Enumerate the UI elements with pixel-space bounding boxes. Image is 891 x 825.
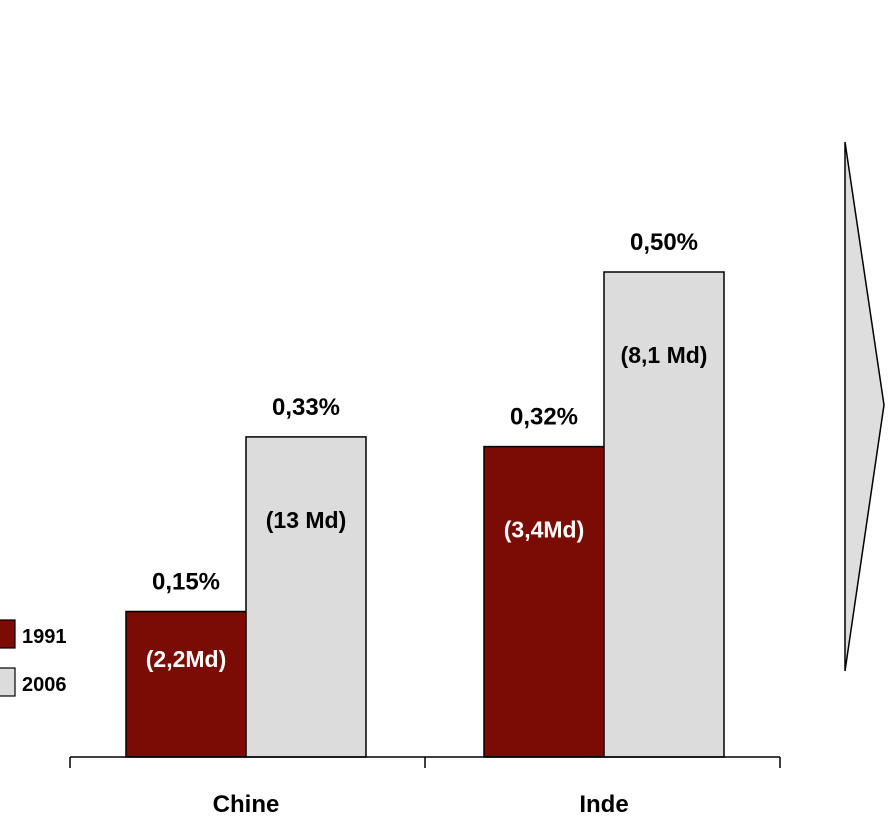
- value-label-inde-1991: 0,32%: [510, 404, 578, 431]
- value-labels-layer: 0,15% (2,2Md) 0,33% (13 Md) 0,32% (3,4Md) 0,50…: [146, 229, 708, 672]
- x-tick-label-chine: Chine: [213, 791, 280, 818]
- x-axis: Chine Inde: [69, 756, 781, 818]
- amount-label-inde-2006: (8,1 Md): [621, 342, 708, 368]
- legend-swatch-2006: [0, 667, 16, 697]
- bars-layer: [125, 271, 725, 758]
- bar-chine-1991: [125, 610, 247, 758]
- legend-label-2006: 2006: [22, 674, 67, 696]
- legend-swatch-1991: [0, 619, 16, 649]
- bar-chine-2006: [245, 436, 367, 758]
- value-label-chine-1991: 0,15%: [152, 569, 220, 596]
- legend-label-1991: 1991: [22, 626, 67, 648]
- bar-inde-1991: [483, 445, 605, 758]
- amount-label-chine-2006: (13 Md): [266, 507, 347, 533]
- legend: 1991 2006: [0, 619, 67, 697]
- right-pointing-arrow-icon: [844, 141, 885, 672]
- amount-label-chine-1991: (2,2Md): [146, 646, 227, 672]
- value-label-chine-2006: 0,33%: [272, 394, 340, 421]
- amount-label-inde-1991: (3,4Md): [504, 517, 585, 543]
- x-tick-label-inde: Inde: [579, 791, 628, 818]
- bar-inde-2006: [603, 271, 725, 758]
- value-label-inde-2006: 0,50%: [630, 229, 698, 256]
